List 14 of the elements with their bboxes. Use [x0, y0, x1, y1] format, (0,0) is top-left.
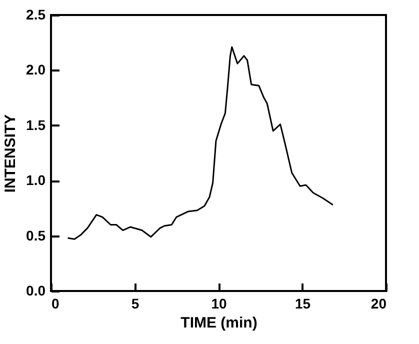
x-tick-label: 10 — [211, 296, 227, 312]
x-tick-label: 0 — [52, 296, 60, 312]
y-tick-label: 2.5 — [26, 6, 46, 22]
x-tick-label: 15 — [294, 296, 311, 312]
x-tick-label: 20 — [370, 296, 387, 312]
y-tick-label: 1.5 — [26, 116, 46, 133]
x-tick-label: 5 — [131, 296, 140, 312]
y-tick-label: 0.0 — [26, 282, 46, 298]
x-axis-title: TIME (min) — [180, 314, 258, 332]
y-tick-label: 0.5 — [26, 227, 46, 244]
y-axis-title: INTENSITY — [2, 114, 20, 193]
y-tick-label: 2.0 — [26, 62, 46, 78]
y-tick-label: 1.0 — [26, 172, 46, 188]
line-series — [67, 46, 334, 240]
